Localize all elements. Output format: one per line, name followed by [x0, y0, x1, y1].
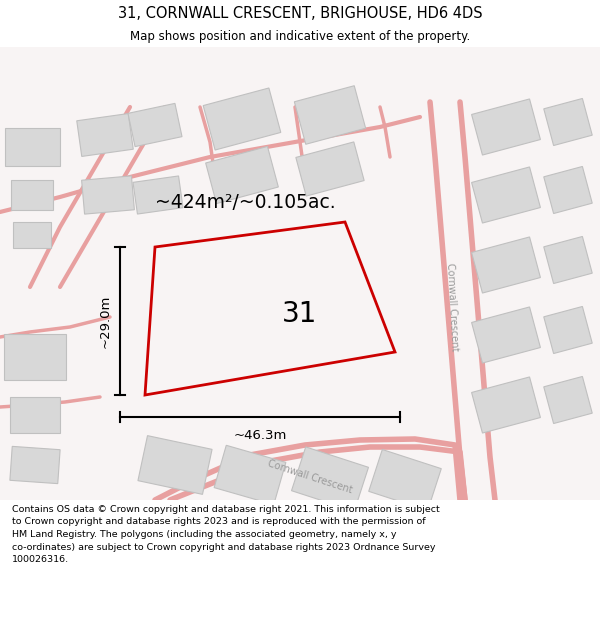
Polygon shape [11, 180, 53, 210]
Polygon shape [82, 176, 134, 214]
Polygon shape [5, 128, 59, 166]
Text: 31, CORNWALL CRESCENT, BRIGHOUSE, HD6 4DS: 31, CORNWALL CRESCENT, BRIGHOUSE, HD6 4D… [118, 6, 482, 21]
Polygon shape [544, 99, 592, 146]
Polygon shape [292, 447, 368, 511]
Polygon shape [77, 114, 133, 156]
Polygon shape [13, 222, 51, 248]
Polygon shape [472, 99, 541, 155]
Text: Map shows position and indicative extent of the property.: Map shows position and indicative extent… [130, 30, 470, 43]
Text: 31: 31 [283, 300, 317, 328]
Polygon shape [472, 237, 541, 293]
Polygon shape [472, 307, 541, 363]
Text: Contains OS data © Crown copyright and database right 2021. This information is : Contains OS data © Crown copyright and d… [12, 505, 440, 564]
Polygon shape [138, 436, 212, 494]
Polygon shape [4, 334, 66, 380]
Polygon shape [133, 176, 183, 214]
Polygon shape [544, 236, 592, 284]
Polygon shape [544, 306, 592, 354]
Polygon shape [544, 376, 592, 424]
Polygon shape [544, 166, 592, 214]
Text: ~29.0m: ~29.0m [99, 294, 112, 348]
Text: Cornwall Crescent: Cornwall Crescent [266, 459, 353, 496]
Text: ~424m²/~0.105ac.: ~424m²/~0.105ac. [155, 192, 335, 211]
Polygon shape [203, 88, 281, 150]
Polygon shape [10, 397, 60, 433]
Polygon shape [206, 146, 278, 204]
Polygon shape [472, 167, 541, 223]
Polygon shape [472, 377, 541, 433]
Polygon shape [296, 142, 364, 196]
Text: Cornwall Crescent: Cornwall Crescent [445, 262, 460, 351]
Text: ~46.3m: ~46.3m [233, 429, 287, 442]
Polygon shape [10, 446, 60, 484]
Polygon shape [295, 86, 365, 144]
Polygon shape [369, 449, 441, 511]
Polygon shape [128, 103, 182, 147]
Polygon shape [214, 445, 286, 505]
